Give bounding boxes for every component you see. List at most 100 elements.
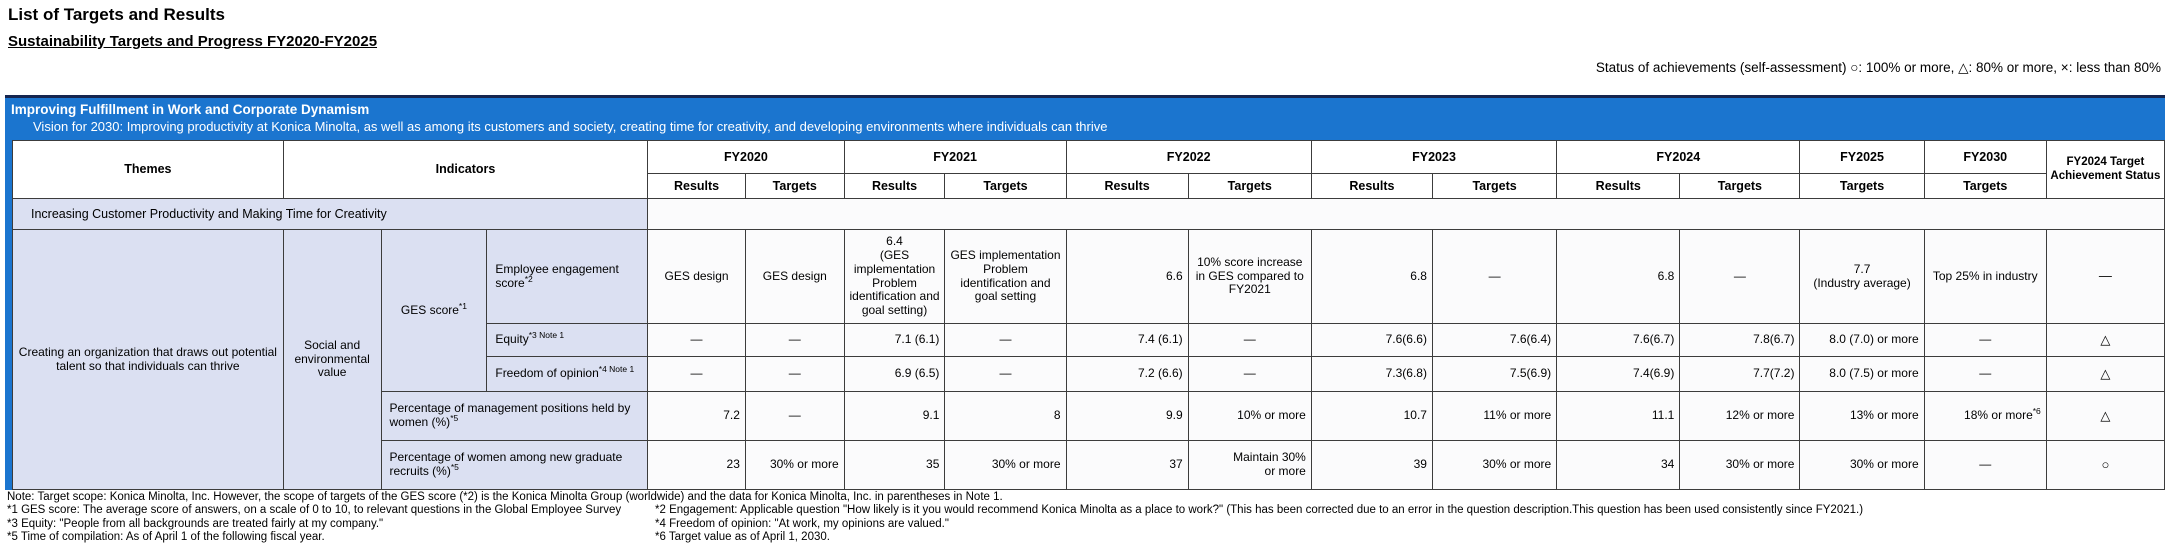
result-cell: 39 xyxy=(1310,440,1433,490)
result-cell: 11.1 xyxy=(1556,391,1681,441)
targets-table: Themes Indicators FY2020 FY2021 FY2022 F… xyxy=(11,140,2166,490)
footnote-ref: *4 Note 1 xyxy=(598,364,635,375)
status-cell: △ xyxy=(2045,391,2166,441)
th-targets: Targets xyxy=(1431,173,1558,199)
note-5: *5 Time of compilation: As of April 1 of… xyxy=(7,530,325,543)
status-legend: Status of achievements (self-assessment)… xyxy=(1595,60,2161,75)
footnote-ref: *3 Note 1 xyxy=(528,330,565,341)
target-cell: Maintain 30% or more xyxy=(1187,440,1312,490)
status-cell: — xyxy=(2045,229,2166,324)
result-cell: 7.6(6.6) xyxy=(1310,323,1433,357)
result-cell: 7.2 xyxy=(647,391,746,441)
section-vision: Vision for 2030: Improving productivity … xyxy=(33,119,1108,134)
table-row: Creating an organization that draws out … xyxy=(12,229,2166,490)
band-empty-cell xyxy=(647,198,2165,230)
target-cell: — xyxy=(944,356,1067,392)
theme-cell: Creating an organization that draws out … xyxy=(12,229,284,490)
target-cell: Top 25% in industry xyxy=(1923,229,2047,324)
target-cell: — xyxy=(1431,229,1558,324)
result-cell: 7.6(6.7) xyxy=(1556,323,1681,357)
target-cell: GES design xyxy=(744,229,845,324)
indicator-cell: Percentage of women among new graduate r… xyxy=(380,440,649,490)
footnote-ref: *6 xyxy=(2032,406,2041,417)
footnote-ref: *5 xyxy=(450,462,459,472)
target-cell: 7.7(7.2) xyxy=(1679,356,1801,392)
th-indicators: Indicators xyxy=(282,140,649,199)
target-cell: — xyxy=(1923,323,2047,357)
target-cell: 10% score increase in GES compared to FY… xyxy=(1187,229,1312,324)
note-6: *6 Target value as of April 1, 2030. xyxy=(655,530,830,543)
status-cell: △ xyxy=(2045,356,2166,392)
th-targets: Targets xyxy=(1799,173,1925,199)
target-cell: — xyxy=(1679,229,1801,324)
result-cell: 23 xyxy=(647,440,746,490)
target-cell: — xyxy=(1923,356,2047,392)
result-cell: — xyxy=(647,356,746,392)
result-cell: 7.4 (6.1) xyxy=(1065,323,1189,357)
result-cell: 7.1 (6.1) xyxy=(843,323,946,357)
result-cell: 7.4(6.9) xyxy=(1556,356,1681,392)
target-cell: 11% or more xyxy=(1431,391,1558,441)
th-themes: Themes xyxy=(12,140,284,199)
th-fy2021: FY2021 xyxy=(843,140,1067,174)
band-row: Increasing Customer Productivity and Mak… xyxy=(11,198,2165,230)
target-cell: — xyxy=(744,356,845,392)
target-cell: 7.8(6.7) xyxy=(1679,323,1801,357)
note-3: *3 Equity: "People from all backgrounds … xyxy=(7,517,384,530)
target-cell: 30% or more xyxy=(1799,440,1925,490)
note-2: *2 Engagement: Applicable question "How … xyxy=(655,504,1864,517)
target-cell: 30% or more xyxy=(1431,440,1558,490)
indicator-cell: Employee engagement score*2 xyxy=(486,229,649,324)
target-cell: 30% or more xyxy=(744,440,845,490)
result-cell: 6.9 (6.5) xyxy=(843,356,946,392)
th-results: Results xyxy=(843,173,946,199)
th-fy2022: FY2022 xyxy=(1065,140,1312,174)
th-results: Results xyxy=(1065,173,1189,199)
result-cell: 37 xyxy=(1065,440,1189,490)
table-wrap: Themes Indicators FY2020 FY2021 FY2022 F… xyxy=(5,140,2166,490)
th-fy2030: FY2030 xyxy=(1923,140,2047,174)
target-cell: 7.5(6.9) xyxy=(1431,356,1558,392)
section-title: Improving Fulfillment in Work and Corpor… xyxy=(11,102,370,117)
th-results: Results xyxy=(647,173,746,199)
result-cell: 6.6 xyxy=(1065,229,1189,324)
target-cell: 10% or more xyxy=(1187,391,1312,441)
band-theme-cell: Increasing Customer Productivity and Mak… xyxy=(11,198,649,230)
th-fy2023: FY2023 xyxy=(1310,140,1558,174)
th-targets: Targets xyxy=(944,173,1067,199)
th-targets: Targets xyxy=(1187,173,1312,199)
target-cell: 8 xyxy=(944,391,1067,441)
note-4: *4 Freedom of opinion: "At work, my opin… xyxy=(655,517,949,530)
page-header: List of Targets and Results Sustainabili… xyxy=(0,0,2170,95)
target-cell: 7.7 (Industry average) xyxy=(1799,229,1925,324)
table-row: Equity*3 Note 1 — — 7.1 (6.1) — 7.4 (6.1… xyxy=(13,323,2166,357)
result-cell: 34 xyxy=(1556,440,1681,490)
footnote-ref: *2 xyxy=(524,273,533,284)
ges-score-label: GES score xyxy=(400,302,459,317)
indicator-cell: Percentage of management positions held … xyxy=(380,391,649,441)
th-fy2020: FY2020 xyxy=(647,140,845,174)
indicator-cell: Freedom of opinion*4 Note 1 xyxy=(486,356,649,392)
footnotes-grid: *1 GES score: The average score of answe… xyxy=(7,504,2164,544)
ges-score-cell: GES score*1 xyxy=(380,229,488,392)
page-title: List of Targets and Results xyxy=(8,5,225,24)
indicator-cell: Equity*3 Note 1 xyxy=(486,323,649,357)
target-cell: 18% or more*6 xyxy=(1923,391,2047,441)
target-cell: 30% or more xyxy=(944,440,1067,490)
target-cell: — xyxy=(1187,323,1312,357)
footnote-ref: *1 xyxy=(458,300,467,311)
page-subtitle: Sustainability Targets and Progress FY20… xyxy=(8,33,378,50)
th-results: Results xyxy=(1310,173,1433,199)
target-cell: 7.6(6.4) xyxy=(1431,323,1558,357)
th-targets: Targets xyxy=(1679,173,1801,199)
th-targets: Targets xyxy=(1923,173,2047,199)
table-row: Percentage of management positions held … xyxy=(13,391,2166,441)
status-cell: △ xyxy=(2045,323,2166,357)
th-fy2025: FY2025 xyxy=(1799,140,1925,174)
footnote-ref: *5 xyxy=(450,413,459,423)
result-cell: 7.2 (6.6) xyxy=(1065,356,1189,392)
section-banner: Improving Fulfillment in Work and Corpor… xyxy=(5,95,2165,140)
footnotes: Note: Target scope: Konica Minolta, Inc.… xyxy=(7,491,2164,544)
result-cell: 9.1 xyxy=(843,391,946,441)
table-row: Percentage of women among new graduate r… xyxy=(13,440,2166,490)
